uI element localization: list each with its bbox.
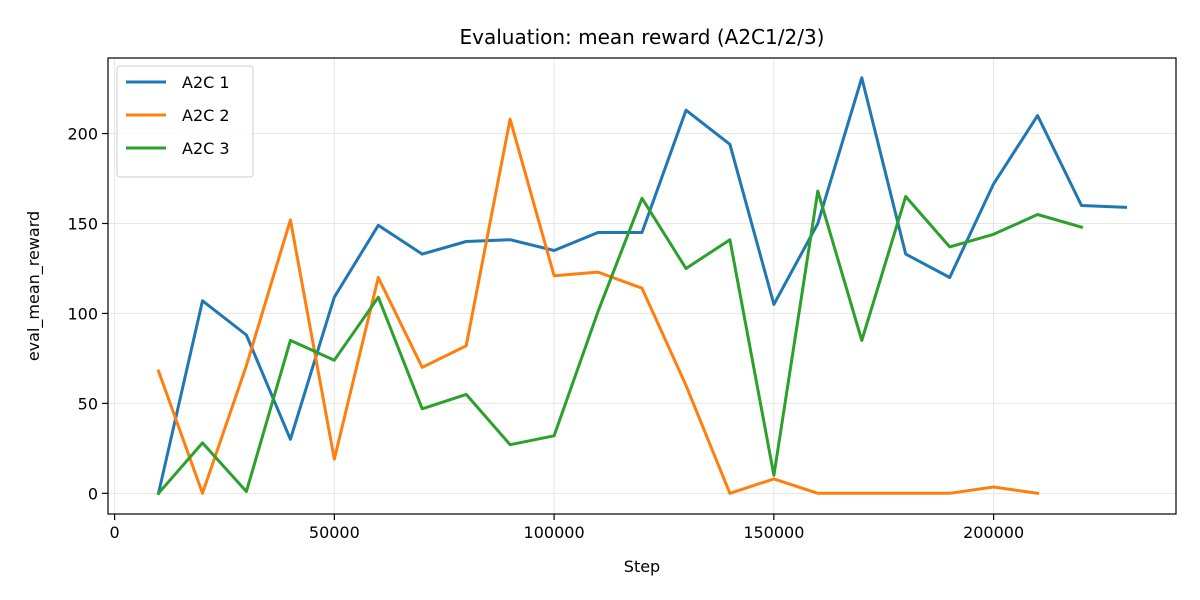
chart-title: Evaluation: mean reward (A2C1/2/3) (460, 25, 825, 49)
x-tick-label: 100000 (524, 523, 585, 542)
y-axis-title: eval_mean_reward (24, 211, 44, 361)
axis-ticks: 0 50000 100000 150000 200000 0 50 100 150 200 (67, 125, 1024, 542)
x-tick-label: 200000 (963, 523, 1024, 542)
series-line-a2c-1 (156, 76, 1128, 496)
x-tick-label: 50000 (309, 523, 360, 542)
x-tick-label: 150000 (743, 523, 804, 542)
plot-frame (107, 57, 1177, 515)
series-lines (156, 76, 1128, 496)
y-tick-label: 100 (67, 304, 98, 323)
y-tick-label: 50 (78, 394, 98, 413)
y-tick-label: 0 (88, 484, 98, 503)
series-line-a2c-3 (156, 189, 1084, 496)
y-tick-label: 150 (67, 214, 98, 233)
legend-label-a2c-2: A2C 2 (182, 106, 230, 125)
x-tick-label: 0 (109, 523, 119, 542)
legend: A2C 1 A2C 2 A2C 3 (116, 65, 254, 178)
y-tick-label: 200 (67, 125, 98, 144)
series-line-a2c-2 (156, 117, 1040, 495)
x-axis-title: Step (624, 557, 660, 576)
grid (108, 58, 1176, 514)
legend-label-a2c-1: A2C 1 (182, 73, 230, 92)
legend-label-a2c-3: A2C 3 (182, 139, 230, 158)
